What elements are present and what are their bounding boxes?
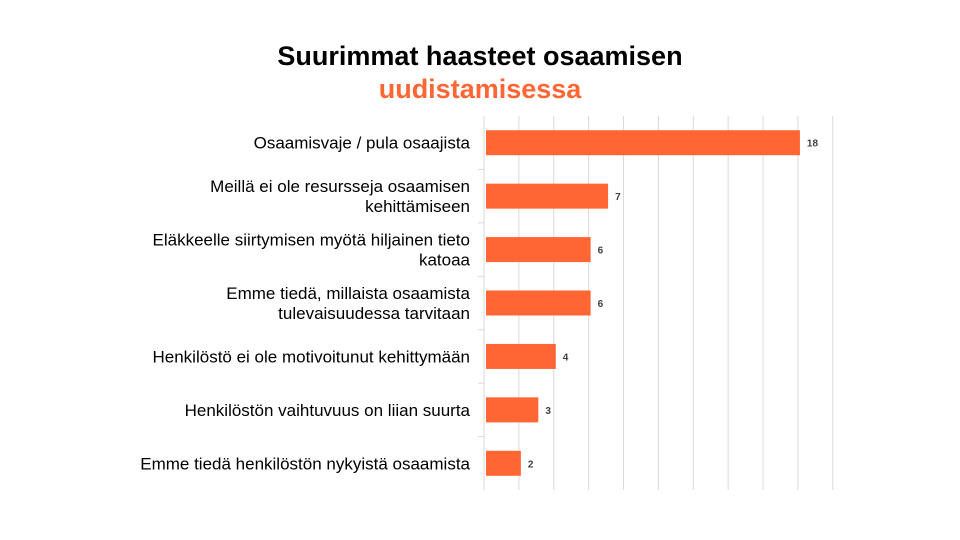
value-label: 2 — [528, 459, 534, 470]
value-label: 4 — [563, 352, 569, 363]
category-labels: Osaamisvaje / pula osaajista Meillä ei ol… — [140, 134, 470, 474]
bar — [486, 397, 539, 423]
category-label: Eläkkeelle siirtymisen myötä hiljainen t… — [153, 231, 470, 250]
chart-title-line-1: Suurimmat haasteet osaamisen — [277, 41, 683, 71]
category-label: Henkilöstön vaihtuvuus on liian suurta — [185, 401, 471, 420]
category-label: Osaamisvaje / pula osaajista — [254, 134, 471, 153]
bar — [486, 450, 521, 476]
category-label: Henkilöstö ei ole motivoitunut kehittymä… — [153, 347, 471, 366]
chart-title-line-2: uudistamisessa — [378, 74, 582, 104]
category-label: Emme tiedä henkilöstön nykyistä osaamist… — [140, 454, 470, 473]
category-label: kehittämiseen — [365, 197, 470, 216]
bar — [486, 237, 591, 263]
bar — [486, 183, 609, 209]
category-label: katoaa — [419, 251, 471, 270]
bar — [486, 343, 556, 369]
gridlines — [478, 116, 834, 490]
category-label: tulevaisuudessa tarvitaan — [278, 304, 470, 323]
value-label: 6 — [598, 299, 604, 310]
value-label: 3 — [545, 406, 551, 417]
bar — [486, 130, 800, 156]
value-label: 7 — [615, 192, 621, 203]
value-label: 18 — [807, 139, 819, 150]
category-label: Emme tiedä, millaista osaamista — [226, 284, 470, 303]
bars — [486, 130, 800, 476]
chart-title: Suurimmat haasteet osaamisen uudistamise… — [0, 40, 960, 106]
bar — [486, 290, 591, 316]
category-label: Meillä ei ole resursseja osaamisen — [210, 177, 470, 196]
value-label: 6 — [598, 246, 604, 257]
value-labels: 18 7 6 6 4 3 2 — [528, 139, 819, 471]
